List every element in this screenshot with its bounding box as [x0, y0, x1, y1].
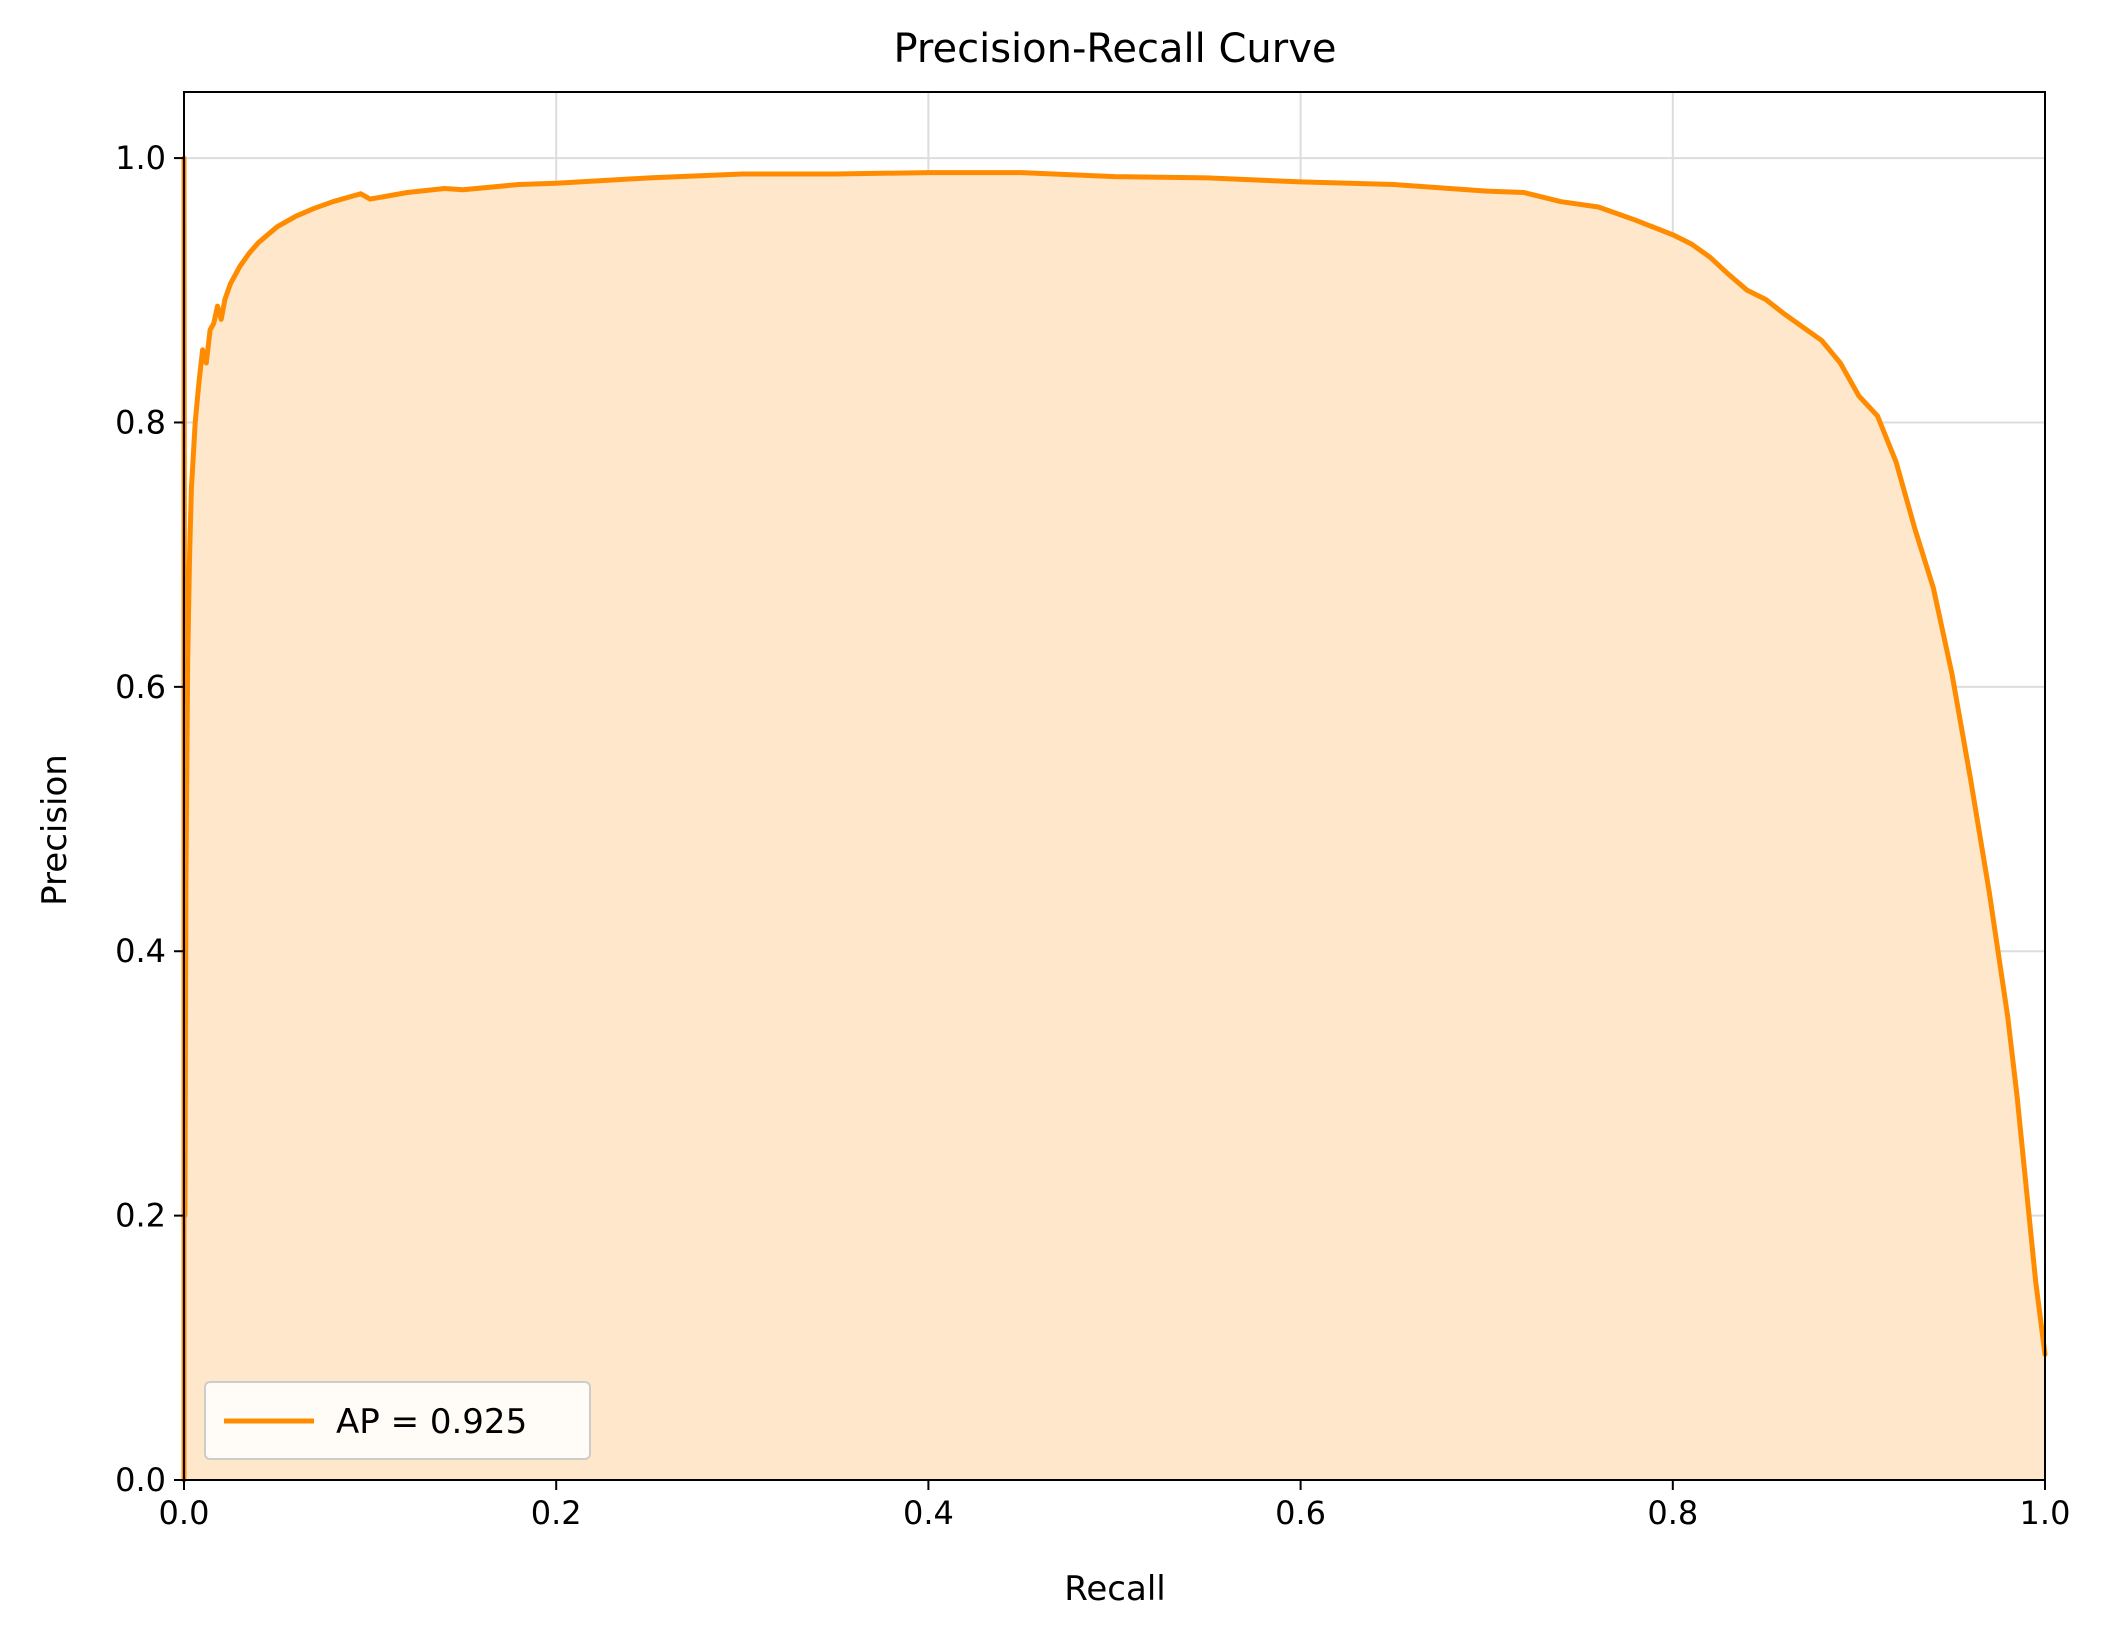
pr-curve-area-fill — [184, 158, 2045, 1481]
legend: AP = 0.925 — [204, 1381, 591, 1460]
y-tick-label: 0.0 — [115, 1461, 166, 1499]
x-tick-label: 0.0 — [159, 1494, 210, 1532]
y-tick-label: 1.0 — [115, 139, 166, 177]
y-tick-label: 0.8 — [115, 403, 166, 441]
y-axis-ticks: 0.0 0.2 0.4 0.6 0.8 1.0 — [115, 139, 184, 1499]
y-tick-label: 0.2 — [115, 1197, 166, 1235]
plot-area-frame — [183, 91, 2046, 1481]
y-tick-label: 0.6 — [115, 668, 166, 706]
x-tick-label: 0.6 — [1275, 1494, 1326, 1532]
x-tick-label: 0.2 — [531, 1494, 582, 1532]
y-axis-label: Precision — [35, 754, 75, 906]
chart-title: Precision-Recall Curve — [894, 26, 1337, 72]
x-axis-ticks: 0.0 0.2 0.4 0.6 0.8 1.0 — [159, 1480, 2071, 1532]
legend-entry-label: AP = 0.925 — [336, 1402, 527, 1442]
x-axis-label: Recall — [1064, 1569, 1165, 1609]
legend-box — [204, 1381, 591, 1460]
pr-curve-line — [181, 155, 2048, 1483]
x-tick-label: 0.4 — [903, 1494, 954, 1532]
y-tick-label: 0.4 — [115, 932, 166, 970]
x-tick-label: 0.8 — [1647, 1494, 1698, 1532]
x-tick-label: 1.0 — [2020, 1494, 2071, 1532]
